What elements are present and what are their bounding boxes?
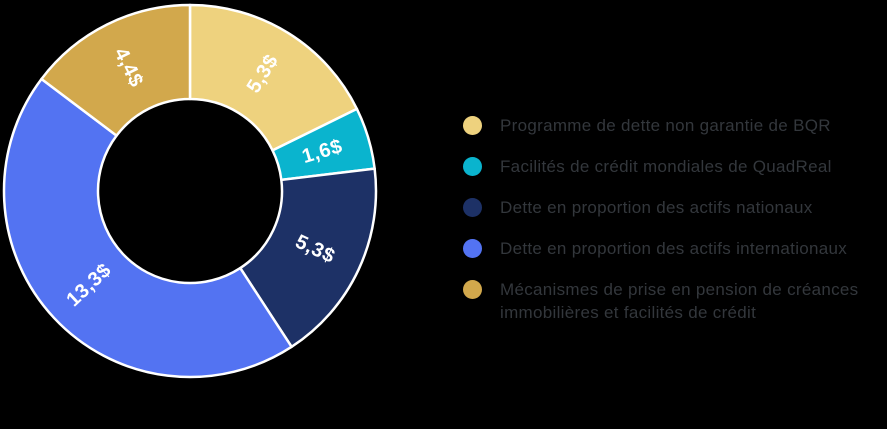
donut-segment-3[interactable] xyxy=(2,77,293,379)
donut-segment-2[interactable] xyxy=(239,167,378,349)
legend-color-dot xyxy=(463,116,482,135)
donut-chart: 5,3$1,6$5,3$13,3$4,4$ xyxy=(2,3,378,379)
legend-item-label: Facilités de crédit mondiales de QuadRea… xyxy=(500,157,832,176)
legend-item-repo-mechanisms: Mécanismes de prise en pension de créanc… xyxy=(463,278,875,324)
donut-segment-0[interactable] xyxy=(188,3,359,152)
legend-item-national-assets-debt: Dette en proportion des actifs nationaux xyxy=(463,196,875,219)
legend-color-dot xyxy=(463,198,482,217)
legend-color-dot xyxy=(463,157,482,176)
legend-item-label: Dette en proportion des actifs internati… xyxy=(500,239,848,258)
chart-legend: Programme de dette non garantie de BQR F… xyxy=(463,114,875,324)
legend-color-dot xyxy=(463,239,482,258)
legend-item-label: Dette en proportion des actifs nationaux xyxy=(500,198,813,217)
legend-item-bqr-debt-program: Programme de dette non garantie de BQR xyxy=(463,114,875,137)
legend-item-international-assets-debt: Dette en proportion des actifs internati… xyxy=(463,237,875,260)
legend-item-label: Programme de dette non garantie de BQR xyxy=(500,116,831,135)
legend-item-quadreal-credit-facilities: Facilités de crédit mondiales de QuadRea… xyxy=(463,155,875,178)
legend-color-dot xyxy=(463,280,482,299)
donut-segment-4[interactable] xyxy=(40,3,192,137)
legend-item-label: Mécanismes de prise en pension de créanc… xyxy=(500,280,859,322)
